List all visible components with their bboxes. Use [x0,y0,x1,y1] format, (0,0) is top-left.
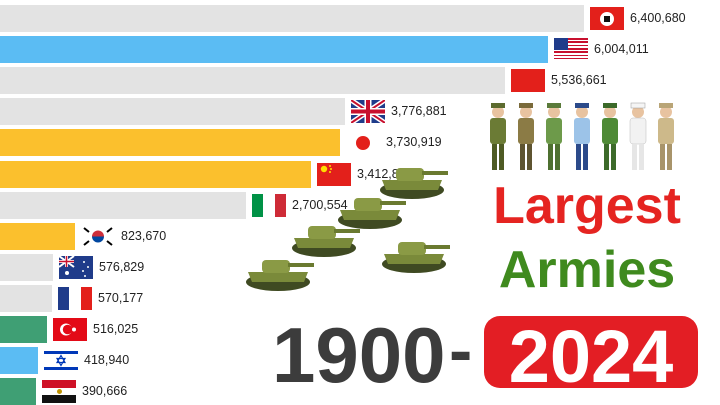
soldier-icon [602,103,618,170]
bar [0,378,36,405]
bar-value-label: 3,776,881 [391,104,447,118]
bar-value-label: 390,666 [82,384,128,398]
soldier-icon [629,102,647,170]
bar-value-label: 418,940 [84,353,130,367]
bar-value-label: 6,400,680 [630,11,686,25]
soldier-icon [546,103,562,170]
bar [0,254,53,281]
bar [0,36,548,63]
tank-icon [292,226,360,257]
tanks-illustration [246,168,450,291]
bar [0,285,52,312]
soldier-icon [658,103,674,170]
israel-flag-icon [44,349,78,372]
turkey-flag-icon [53,318,87,341]
red-flag-icon [511,69,545,92]
bar [0,223,75,250]
tank-icon [246,260,314,291]
bar [0,5,584,32]
japan-flag-icon [346,131,380,154]
soldier-icon [574,103,590,170]
title-line-2: Armies [498,241,676,299]
tank-icon [380,168,448,199]
bar-value-label: 570,177 [98,291,144,305]
bar-value-label: 5,536,661 [551,73,607,87]
soviet-emblem-flag-icon [590,7,624,30]
bar [0,192,246,219]
soldiers-illustration [490,102,674,170]
bar-value-label: 3,730,919 [386,135,442,149]
bar-value-label: 823,670 [121,229,167,243]
bar-value-label: 576,829 [99,260,145,274]
bar-value-label: 6,004,011 [594,42,649,56]
title-line-1: Largest [493,177,681,235]
soldier-icon [518,103,534,170]
tank-icon [382,242,450,273]
uk-flag-icon [351,100,385,123]
france-flag-icon [58,287,92,310]
bar [0,98,345,125]
china-flag-icon [317,163,351,186]
italy-flag-icon [252,194,286,217]
bar [0,129,340,156]
end-year: 2024 [508,315,674,398]
usa-flag-icon [554,38,588,61]
bar [0,161,311,188]
bar [0,347,38,374]
start-year: 1900 [272,311,446,399]
south-korea-flag-icon [81,225,115,248]
end-year-badge [484,316,698,388]
tank-icon [338,198,406,229]
bar [0,67,505,94]
bar [0,316,47,343]
australia-flag-icon [59,256,93,279]
bar-value-label: 516,025 [93,322,139,336]
soldier-icon [490,103,506,170]
egypt-flag-icon [42,380,76,403]
bar-value-label: 2,700,554 [292,198,348,212]
year-separator: - [449,311,473,389]
